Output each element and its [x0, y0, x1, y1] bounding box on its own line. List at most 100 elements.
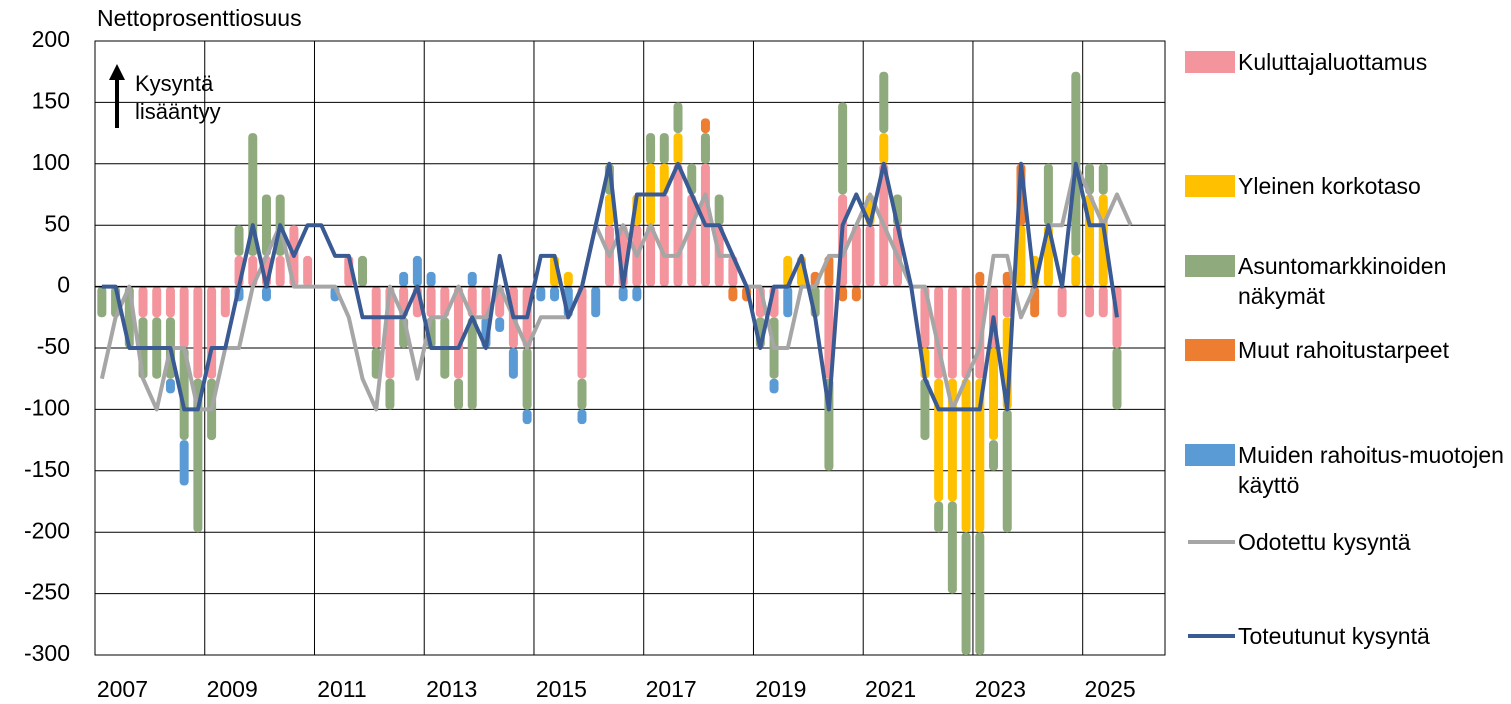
bar-segment — [947, 286, 957, 379]
bar-segment — [961, 532, 971, 655]
bar-segment — [961, 286, 971, 379]
bar-segment — [1112, 348, 1122, 410]
bar-segment — [838, 102, 848, 195]
legend-label: Muiden rahoitus-muotojen käyttö — [1238, 442, 1504, 498]
bar-segment — [673, 163, 683, 287]
legend-swatch — [1185, 175, 1235, 197]
legend-swatch — [1185, 255, 1235, 277]
legend-swatch — [1185, 339, 1235, 361]
bar-segment — [371, 348, 381, 379]
bar-segment — [220, 286, 230, 318]
bar-segment — [659, 133, 669, 164]
x-tick-label: 2015 — [536, 676, 587, 702]
y-tick-label: -200 — [24, 517, 70, 543]
bar-segment — [1002, 409, 1012, 533]
bar-segment — [618, 286, 628, 302]
bar-segment — [467, 317, 477, 410]
bar-segment — [454, 378, 464, 410]
bar-segment — [879, 71, 889, 134]
bar-segment — [1098, 163, 1108, 195]
legend-label: Kuluttajaluottamus — [1238, 49, 1428, 75]
bar-segment — [920, 378, 930, 441]
y-tick-label: 150 — [32, 87, 70, 113]
bar-segment — [1002, 286, 1012, 318]
y-tick-label: -300 — [24, 640, 70, 666]
bar-segment — [934, 501, 944, 533]
legend-swatch — [1185, 51, 1235, 73]
bar-segment — [577, 378, 587, 410]
bar-segment — [358, 255, 367, 287]
bar-segment — [165, 286, 175, 318]
bar-segment — [714, 194, 724, 226]
bar-segment — [646, 133, 656, 164]
bar-segment — [577, 409, 587, 425]
bar-segment — [632, 286, 642, 302]
legend-label: Asuntomarkkinoiden näkymät — [1238, 253, 1447, 309]
bar-segment — [865, 225, 875, 287]
bar-segment — [989, 348, 999, 441]
bar-segment — [851, 225, 861, 287]
bar-segment — [550, 286, 560, 302]
bar-segment — [687, 194, 697, 287]
bar-segment — [179, 286, 189, 348]
bar-segment — [261, 286, 271, 302]
x-tick-label: 2007 — [97, 676, 148, 702]
bar-segment — [673, 133, 683, 164]
bar-segment — [179, 440, 189, 486]
bar-segment — [522, 409, 532, 425]
bar-segment — [961, 378, 971, 533]
bar-segment — [783, 286, 793, 318]
y-tick-label: 0 — [57, 272, 70, 298]
bar-segment — [234, 225, 244, 256]
bar-segment — [248, 133, 258, 256]
bar-segment — [728, 286, 738, 302]
bar-segment — [536, 286, 546, 302]
bar-segment — [193, 286, 203, 379]
bar-segment — [646, 225, 656, 287]
bar-segment — [412, 255, 422, 287]
bar-segment — [165, 378, 175, 394]
y-tick-label: -100 — [24, 394, 70, 420]
bar-segment — [769, 378, 779, 394]
bar-segment — [508, 348, 518, 379]
x-tick-label: 2025 — [1085, 676, 1136, 702]
legend-label: Odotettu kysyntä — [1238, 529, 1411, 555]
bar-segment — [591, 286, 601, 318]
y-tick-label: 50 — [44, 210, 70, 236]
bar-segment — [934, 378, 944, 502]
bar-segment — [467, 271, 477, 287]
y-tick-label: -250 — [24, 579, 70, 605]
bar-segment — [563, 271, 573, 287]
bar-segment — [975, 271, 985, 287]
bar-segment — [947, 501, 957, 594]
x-tick-label: 2009 — [207, 676, 258, 702]
bar-segment — [989, 440, 999, 471]
bar-segment — [495, 317, 505, 333]
y-tick-label: -150 — [24, 456, 70, 482]
legend-label: Muut rahoitustarpeet — [1238, 337, 1449, 363]
annotation-arrowhead — [109, 64, 125, 80]
x-tick-label: 2021 — [865, 676, 916, 702]
legend-swatch — [1185, 444, 1235, 466]
bar-segment — [399, 271, 409, 287]
bar-segment — [1085, 286, 1095, 318]
line-series — [101, 161, 1119, 412]
x-tick-label: 2013 — [426, 676, 477, 702]
bar-segment — [179, 348, 189, 441]
x-tick-label: 2017 — [646, 676, 697, 702]
bar-segment — [673, 102, 683, 134]
bar-segment — [1071, 255, 1081, 287]
bar-segment — [1043, 163, 1053, 226]
y-axis-label: Nettoprosenttiosuus — [97, 5, 302, 31]
bar-segment — [975, 532, 985, 655]
x-tick-label: 2019 — [755, 676, 806, 702]
bar-segment — [522, 348, 532, 410]
y-tick-label: -50 — [37, 333, 70, 359]
bar-segment — [1002, 271, 1012, 287]
bar-segment — [303, 255, 313, 287]
bar-segment — [838, 286, 848, 302]
bar-segment — [659, 194, 669, 287]
bar-segment — [851, 286, 861, 302]
y-tick-label: 100 — [32, 149, 70, 175]
